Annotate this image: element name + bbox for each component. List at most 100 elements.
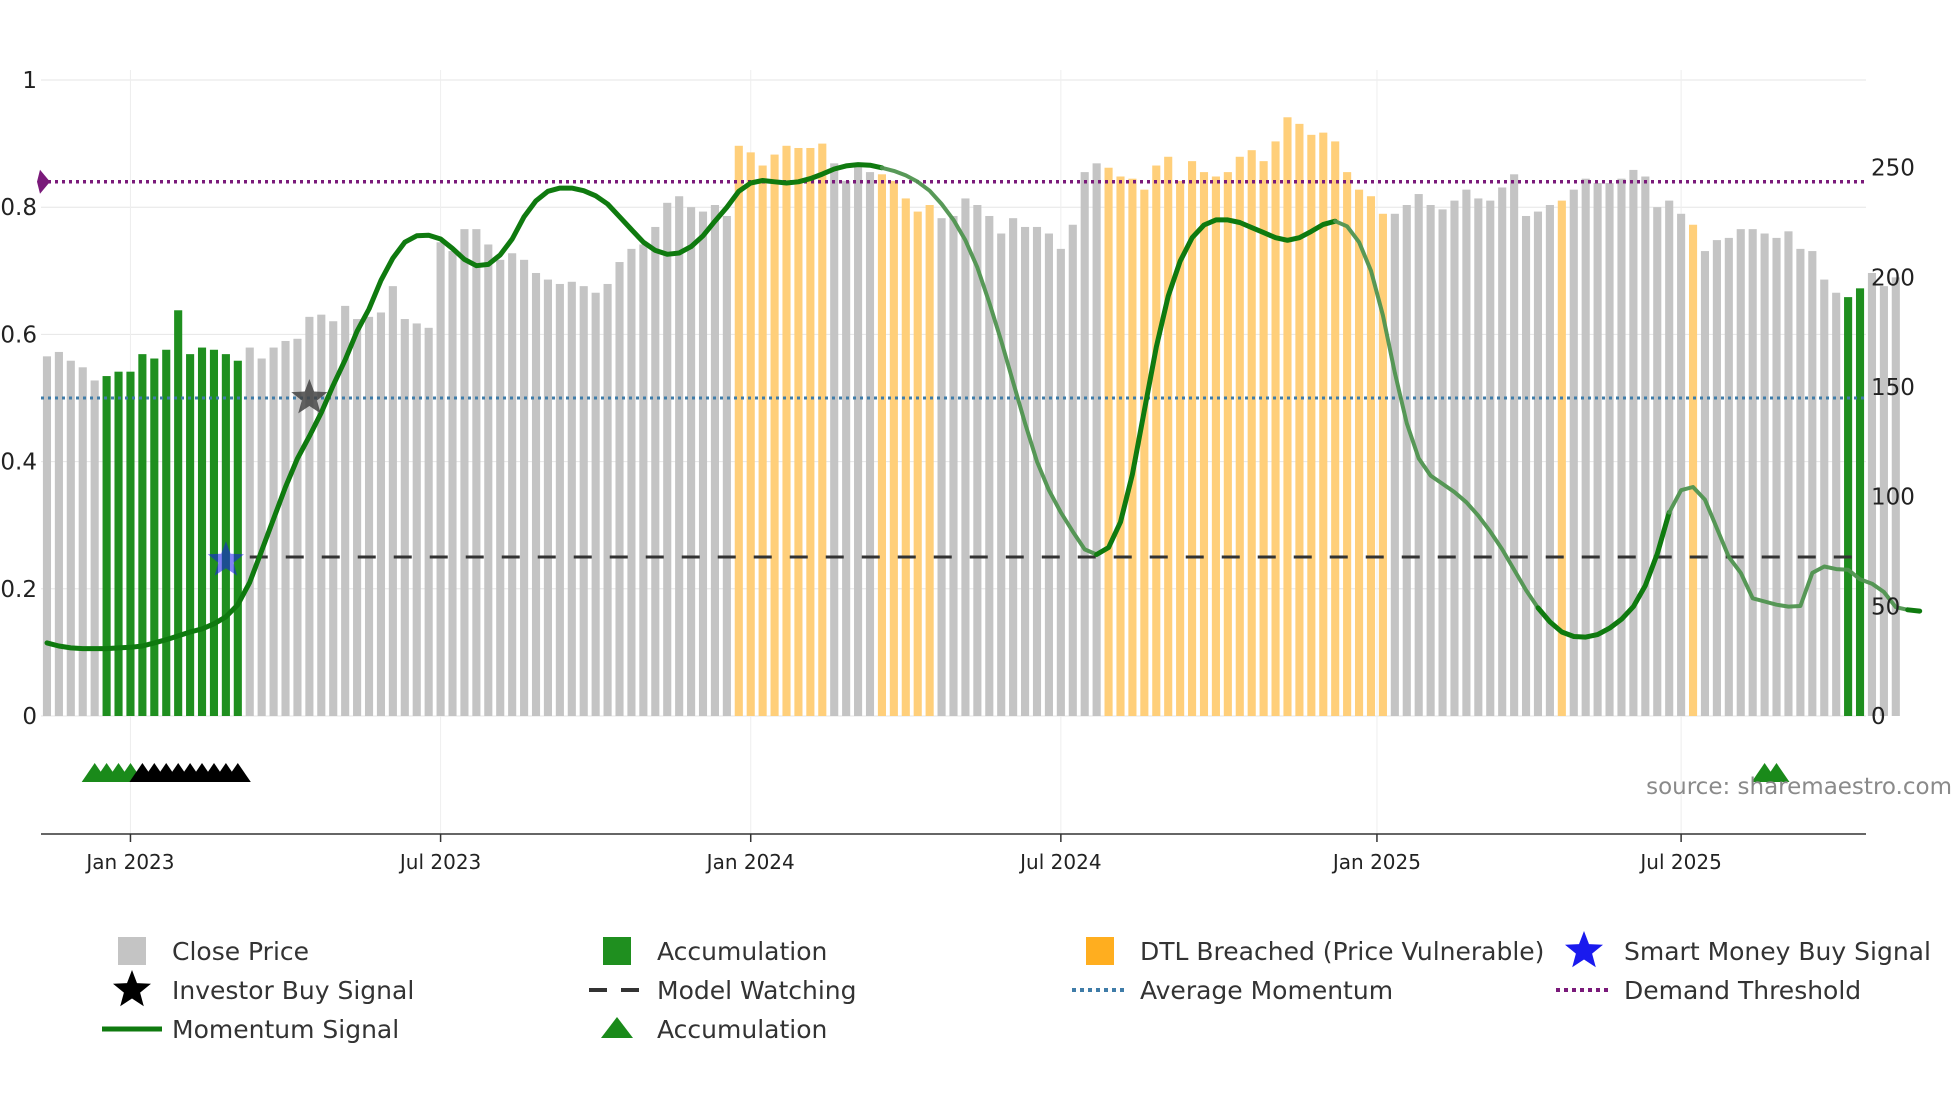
signal-markers <box>207 379 328 576</box>
close-price-bar <box>603 283 612 716</box>
close-price-bar <box>1390 213 1399 716</box>
close-price-bar <box>1486 200 1495 716</box>
legend-item-smart: Smart Money Buy Signal <box>1565 931 1931 968</box>
dtl-breached-bar <box>1176 180 1185 716</box>
close-price-bar <box>687 207 696 716</box>
legend-item-momentum: Momentum Signal <box>102 1015 399 1044</box>
close-price-bar <box>1080 172 1089 717</box>
dtl-breached-bar <box>877 174 886 717</box>
close-price-bar <box>364 316 374 716</box>
close-price-bar <box>1796 248 1805 716</box>
momentum-signal-line <box>1094 217 1338 557</box>
close-price-bar <box>460 229 469 716</box>
close-price-bar <box>1402 205 1411 716</box>
close-price-bar <box>1009 218 1018 717</box>
momentum-signal-line <box>879 165 1099 557</box>
legend-label: Close Price <box>172 937 309 966</box>
legend-label: Average Momentum <box>1140 976 1393 1005</box>
dtl-breached-bar <box>1199 172 1209 717</box>
close-price-bar <box>66 360 75 716</box>
dtl-breached-bar <box>770 154 779 716</box>
close-price-bar <box>1426 205 1435 716</box>
dtl-breached-bar <box>1688 224 1698 717</box>
dtl-breached-bar <box>913 211 922 716</box>
accumulation-swatch <box>603 937 631 965</box>
close-price-bar <box>1736 229 1745 716</box>
close-price-bar <box>520 259 529 716</box>
x-tick-label: Jul 2023 <box>398 850 481 874</box>
y-right-tick-label: 100 <box>1871 485 1915 511</box>
close-price-bar <box>1641 176 1650 716</box>
close-price-bar <box>675 196 684 717</box>
accumulation-bar <box>1855 288 1865 716</box>
y-left-tick-label: 0.6 <box>0 322 37 348</box>
dtl-breached-bar <box>818 143 827 717</box>
dtl-breached-bar <box>1247 150 1256 716</box>
close-price-bar <box>1748 229 1757 716</box>
close-price-bar <box>1784 231 1793 716</box>
close-price-bar <box>985 215 994 716</box>
close-price-bar <box>854 163 863 717</box>
close-price-bar <box>543 279 552 716</box>
x-tick-label: Jan 2025 <box>1331 850 1421 874</box>
dtl-breached-bar <box>1259 161 1268 716</box>
close-price-bar <box>245 347 254 716</box>
legend-item-dtl: DTL Breached (Price Vulnerable) <box>1086 937 1544 966</box>
close-price-bar <box>1545 205 1554 716</box>
close-price-bar <box>1617 178 1626 716</box>
momentum-signal-line <box>1905 607 1923 614</box>
close-price-bar <box>1820 279 1829 716</box>
y-left-tick-label: 0 <box>22 704 37 730</box>
accumulation-bar <box>114 371 123 716</box>
accumulation-bar <box>197 347 207 716</box>
close-price-bar <box>1700 251 1710 716</box>
dtl-breached-bar <box>1557 200 1566 716</box>
dtl-breached-bar <box>1283 117 1292 716</box>
close-price-bar <box>1021 226 1030 716</box>
accumulation-triangles <box>81 763 1790 782</box>
close-price-bar <box>424 327 433 716</box>
legend-item-accum_tri: Accumulation <box>601 1015 827 1044</box>
close-price-bar <box>1760 233 1769 716</box>
dtl-breached-bar <box>734 145 743 717</box>
legend-label: Smart Money Buy Signal <box>1624 937 1931 966</box>
source-label: source: sharemaestro.com <box>1646 774 1952 800</box>
close-price-bar <box>1724 237 1733 716</box>
x-tick-label: Jul 2024 <box>1018 850 1101 874</box>
close-price-bar <box>1068 224 1077 717</box>
y-right-tick-label: 200 <box>1871 265 1915 291</box>
legend-item-watching: Model Watching <box>589 976 857 1005</box>
y-right-tick-label: 0 <box>1871 704 1886 730</box>
close-price-bar <box>1438 209 1447 716</box>
close-price-bar <box>973 205 982 716</box>
accumulation-bar <box>102 376 111 716</box>
close-price-bar <box>710 205 719 716</box>
close-price-bar <box>1867 272 1877 716</box>
accumulation-bar <box>162 349 171 716</box>
close-price-bar <box>54 351 63 716</box>
close-price-bar <box>1891 277 1900 716</box>
legend-item-demand: Demand Threshold <box>1556 976 1861 1005</box>
close-price-bar <box>830 163 839 717</box>
close-price-bar <box>1879 286 1888 716</box>
dtl-breached-bar <box>901 198 910 716</box>
accumulation-bar <box>221 354 230 716</box>
close-price-bar <box>1056 248 1065 716</box>
x-tick-label: Jan 2024 <box>705 850 795 874</box>
close-price-bar <box>305 316 314 716</box>
dtl-breached-bar <box>746 152 755 716</box>
close-price-bar <box>591 292 600 716</box>
reference-lines <box>37 169 1866 559</box>
legend-label: Accumulation <box>657 937 827 966</box>
accumulation-triangle-icon <box>601 1017 633 1038</box>
demand-threshold-marker <box>37 169 50 194</box>
accumulation-bar <box>209 349 219 716</box>
dtl-breached-bar <box>1295 123 1304 717</box>
y-left-tick-label: 1 <box>22 68 37 94</box>
dtl-breached-bar <box>1164 156 1173 716</box>
legend-label: DTL Breached (Price Vulnerable) <box>1140 937 1544 966</box>
dtl-breached-bar <box>1378 213 1387 716</box>
legend-item-investor: Investor Buy Signal <box>113 970 414 1007</box>
close-price-bar <box>1808 251 1817 716</box>
